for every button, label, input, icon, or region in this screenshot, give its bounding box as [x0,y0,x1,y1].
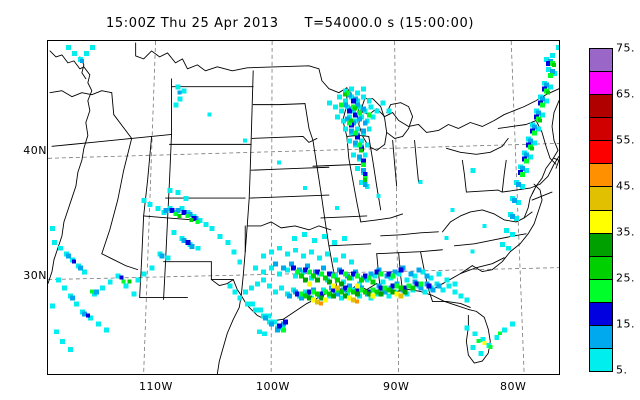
title-timestamp: 15:00Z Thu 25 Apr 2013 [106,16,279,31]
colorbar-tick-5: 5. [616,363,628,377]
reflectivity-upper-midwest [326,86,392,190]
x-axis-label-90w: 90W [383,380,410,393]
colorbar-band-55-60 [590,118,612,142]
reflectivity-southwest [49,225,137,353]
colorbar-band-50-55 [590,141,612,165]
colorbar-band-25-30 [590,256,612,280]
colorbar-tick-25: 25. [616,271,635,285]
colorbar-band-10-15 [590,325,612,350]
colorbar-band-5-10 [590,349,612,372]
x-axis-label-100w: 100W [256,380,290,393]
colorbar-tick-45: 45. [616,179,635,193]
state-boundaries [48,42,559,374]
colorbar-band-15-20 [590,302,612,326]
x-axis-label-110w: 110W [139,380,173,393]
colorbar-tick-35: 35. [616,225,635,239]
colorbar-band-45-50 [590,164,612,188]
reflectivity-northeast [470,44,559,251]
x-axis-label-80w: 80W [500,380,527,393]
reflectivity-scattered [207,112,487,254]
colorbar-band-40-45 [590,187,612,211]
reflectivity-pacific-northwest [65,44,187,108]
reflectivity-southern-rockies [135,188,243,283]
reflectivity-colorbar[interactable] [589,48,613,372]
y-axis-label-40n: 40N [23,144,47,157]
colorbar-band-35-40 [590,210,612,234]
colorbar-tick-15: 15. [616,317,635,331]
plot-title: 15:00Z Thu 25 Apr 2013 T=54000.0 s (15:00… [0,16,580,31]
y-axis-label-30n: 30N [23,269,47,282]
colorbar-band-20-25 [590,279,612,303]
colorbar-band-70-75 [590,49,612,73]
reflectivity-florida [464,321,516,357]
reflectivity-gulf-coast [227,231,470,337]
colorbar-band-30-35 [590,233,612,257]
colorbar-band-60-65 [590,95,612,119]
colorbar-tick-65: 65. [616,87,635,101]
map-plot-area[interactable] [47,40,560,375]
colorbar-tick-75: 75. [616,41,635,55]
colorbar-tick-55: 55. [616,133,635,147]
colorbar-band-65-70 [590,72,612,96]
title-model-time: T=54000.0 s (15:00:00) [304,16,474,31]
graticule-lines [48,41,559,374]
reflectivity-map [48,41,559,374]
